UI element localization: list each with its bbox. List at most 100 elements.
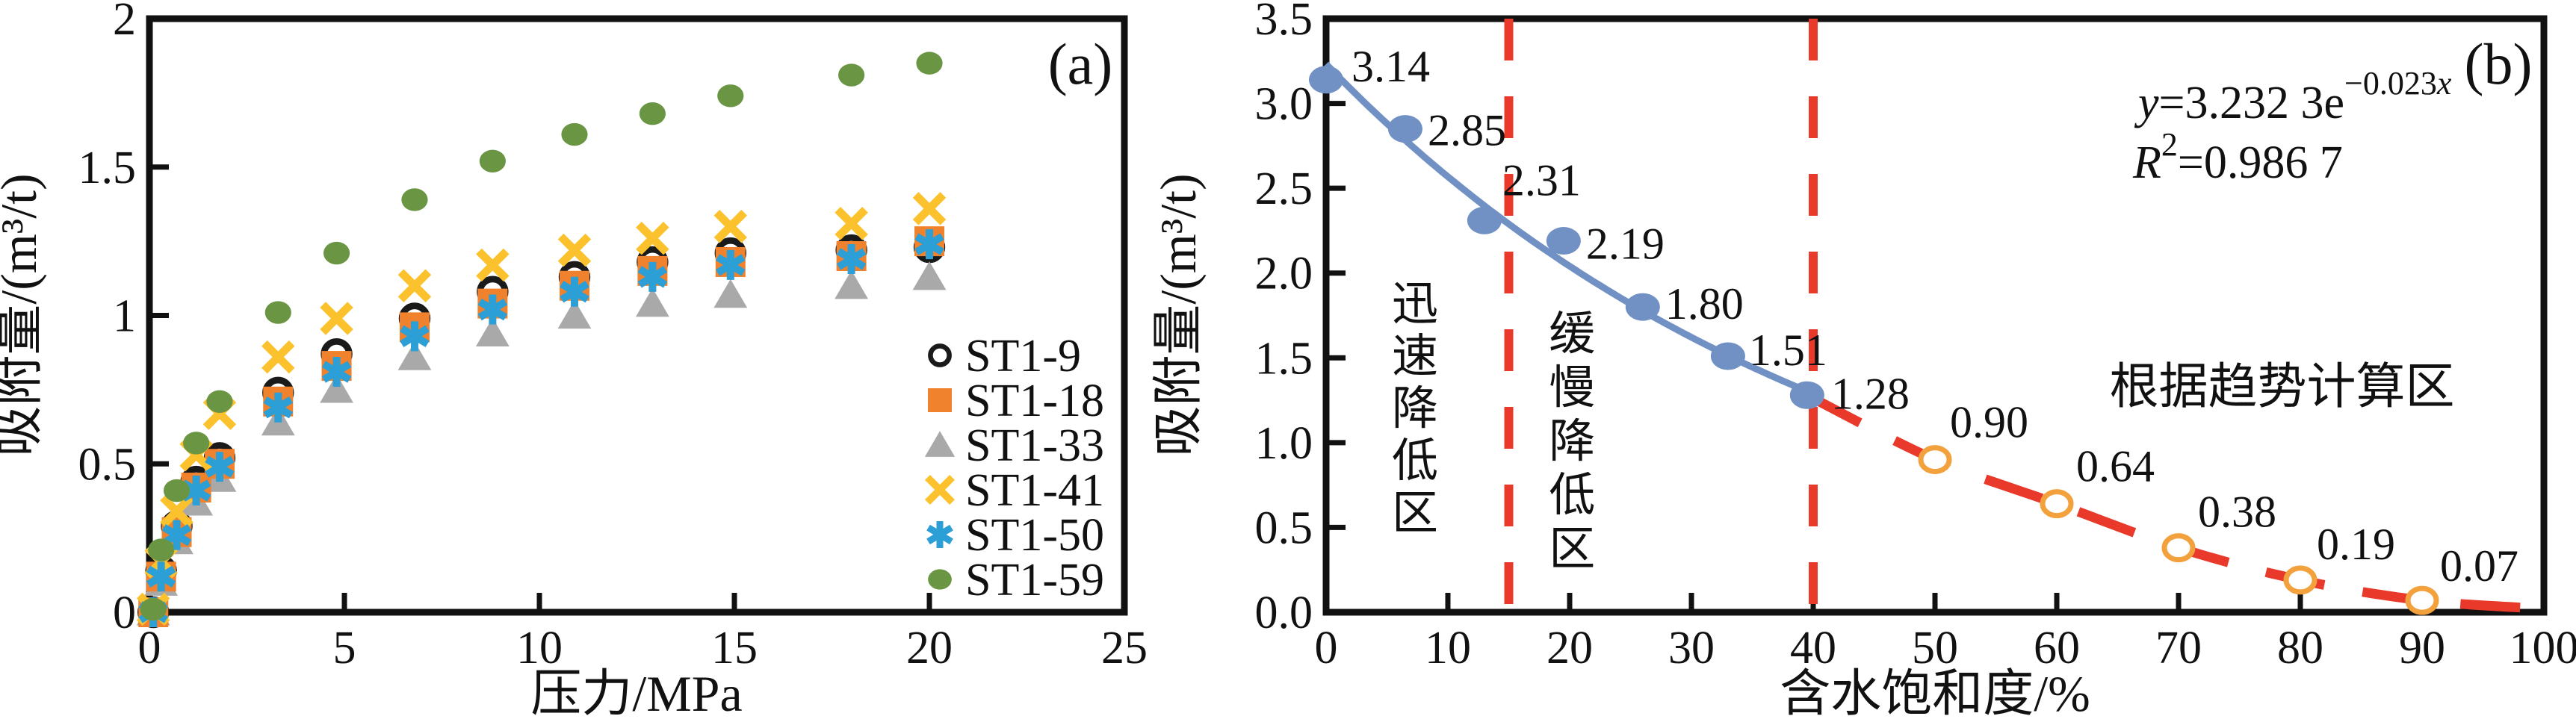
extrapolated-point	[2040, 489, 2074, 519]
point-ST1-41	[261, 340, 295, 374]
y-tick-label: 2	[113, 0, 136, 45]
x-tick-label: 25	[1101, 623, 1148, 673]
point-ST1-59	[401, 188, 428, 211]
legend-marker-asterisk	[926, 521, 953, 548]
panel-a-x-axis-title: 压力/MPa	[530, 665, 742, 722]
point-ST1-33	[320, 374, 353, 403]
point-ST1-59	[639, 102, 666, 125]
legend-label: ST1-18	[965, 376, 1104, 426]
legend-item-ST1-33: ST1-33	[924, 420, 1104, 471]
x-tick-label: 5	[333, 623, 356, 673]
measured-point	[1387, 115, 1422, 143]
axis-ticks	[146, 16, 1127, 615]
point-ST1-59	[479, 149, 506, 172]
legend-item-ST1-50: ST1-50	[926, 510, 1104, 561]
point-ST1-41	[320, 302, 353, 335]
point-ST1-50	[400, 321, 430, 352]
legend-marker-x	[925, 475, 955, 505]
extrapolated-point-label: 0.07	[2440, 541, 2518, 591]
panel-b-corner-label: (b)	[2465, 31, 2533, 96]
zone-label-horizontal: 根据趋势计算区	[2110, 360, 2455, 414]
legend-item-ST1-41: ST1-41	[925, 465, 1104, 516]
point-ST1-50	[321, 357, 352, 388]
point-ST1-59	[140, 597, 167, 621]
panel-a-y-axis-title: 吸附量/(m³/t)	[0, 173, 47, 456]
zone-label-vertical: 迅速降低区	[1392, 279, 1438, 539]
extrapolated-point-label: 0.19	[2317, 520, 2395, 569]
x-tick-label: 30	[1668, 623, 1715, 673]
point-ST1-33	[713, 278, 748, 308]
point-ST1-33	[835, 270, 868, 299]
measured-point-label: 1.80	[1665, 279, 1744, 329]
extrapolated-point	[2405, 585, 2439, 615]
extrapolated-point	[2283, 565, 2318, 595]
measured-point	[1789, 381, 1824, 409]
panel-b-y-axis-title: 吸附量/(m³/t)	[1150, 173, 1207, 456]
y-tick-label: 1	[113, 291, 136, 342]
point-ST1-50	[637, 261, 668, 292]
point-ST1-59	[206, 390, 233, 413]
point-ST1-41	[636, 221, 669, 255]
zone-label-vertical: 缓慢降低区	[1549, 309, 1595, 575]
legend-label: ST1-33	[965, 420, 1104, 471]
point-ST1-50	[836, 243, 867, 274]
extrapolated-point	[1918, 445, 1952, 475]
measured-point	[1625, 293, 1660, 321]
series-ST1-33	[136, 261, 947, 626]
y-tick-label: 0.0	[1255, 588, 1313, 638]
extrapolated-point-label: 0.90	[1950, 398, 2028, 447]
y-tick-label: 1.5	[78, 143, 137, 193]
fit-r-squared: R2=0.986 7	[2132, 126, 2343, 188]
point-ST1-59	[163, 479, 191, 502]
point-ST1-41	[912, 192, 947, 225]
point-ST1-59	[561, 122, 588, 146]
measured-point-label: 1.51	[1749, 326, 1827, 375]
extrapolated-point	[2161, 533, 2196, 563]
fit-equation: y=3.232 3e−0.023x	[2134, 65, 2452, 128]
point-ST1-59	[183, 432, 210, 455]
legend-marker-open-circle	[928, 343, 952, 367]
y-tick-label: 3.0	[1255, 79, 1313, 130]
legend-label: ST1-41	[965, 465, 1104, 516]
y-tick-label: 1.0	[1255, 418, 1313, 469]
point-ST1-41	[835, 207, 868, 240]
measured-point	[1546, 227, 1581, 255]
measured-point	[1467, 206, 1502, 234]
x-tick-label: 20	[1546, 623, 1593, 673]
point-ST1-50	[161, 520, 192, 550]
x-tick-label: 100	[2510, 623, 2576, 673]
point-ST1-59	[717, 84, 744, 108]
y-tick-label: 0.5	[78, 439, 137, 490]
series-ST1-18	[138, 226, 944, 627]
point-ST1-59	[916, 52, 943, 75]
point-ST1-50	[914, 229, 944, 260]
extrapolated-point-label: 0.64	[2076, 442, 2155, 491]
series-ST1-9	[137, 231, 946, 629]
point-ST1-50	[146, 561, 176, 592]
point-ST1-33	[557, 299, 592, 329]
point-ST1-33	[912, 261, 947, 290]
x-tick-label: 80	[2277, 623, 2323, 673]
series-ST1-50	[138, 229, 944, 627]
point-ST1-33	[397, 341, 432, 370]
measured-point	[1710, 342, 1745, 370]
legend-item-ST1-18: ST1-18	[928, 376, 1104, 426]
legend-marker-triangle	[924, 431, 956, 457]
trend-extrapolation-curve	[1804, 390, 2545, 614]
x-tick-label: 15	[711, 623, 758, 673]
point-ST1-41	[557, 233, 592, 267]
x-tick-label: 70	[2155, 623, 2202, 673]
point-ST1-59	[264, 301, 291, 324]
legend-item-ST1-9: ST1-9	[928, 331, 1081, 382]
point-ST1-59	[323, 241, 350, 265]
panel-b-x-axis-title: 含水饱和度/%	[1780, 665, 2090, 722]
measured-point-label: 2.31	[1502, 155, 1581, 205]
point-ST1-33	[635, 287, 669, 317]
point-ST1-59	[148, 538, 175, 561]
legend-item-ST1-59: ST1-59	[928, 555, 1104, 606]
y-tick-label: 0	[113, 588, 136, 638]
point-ST1-41	[476, 248, 510, 282]
